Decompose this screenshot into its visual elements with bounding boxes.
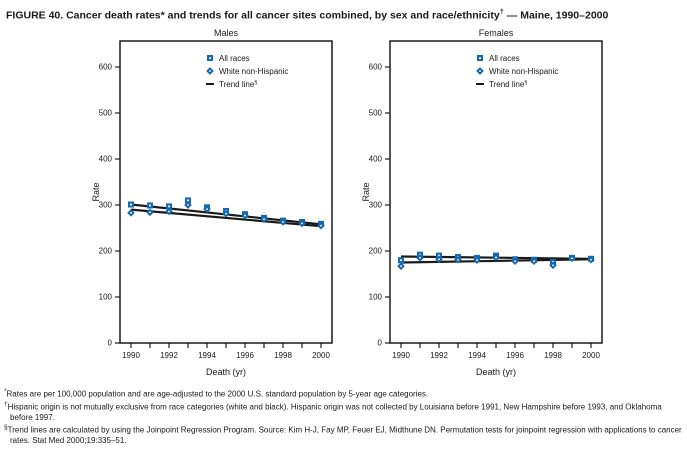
legend-label: White non-Hispanic (219, 67, 288, 76)
panel-title: Males (214, 28, 239, 38)
svg-text:100: 100 (369, 293, 383, 302)
footnote-rates-text: Rates are per 100,000 population and are… (6, 389, 429, 399)
legend: All races White non-Hispanic Trend line§ (206, 54, 288, 89)
svg-text:600: 600 (99, 63, 113, 72)
diamond-marker (146, 208, 154, 217)
svg-text:400: 400 (99, 155, 113, 164)
charts-row: Males 0 100 200 300 400 500 600 1990 1992 1994 1996… (88, 27, 620, 379)
footnotes: *Rates are per 100,000 population and ar… (4, 387, 684, 446)
svg-text:1996: 1996 (236, 351, 254, 360)
trend-line (130, 208, 322, 228)
y-axis: 0 100 200 300 400 500 600 (99, 63, 120, 348)
svg-text:600: 600 (369, 63, 383, 72)
series-white-non-hispanic (397, 253, 595, 270)
x-axis: 1990 1992 1994 1996 1998 2000 (392, 343, 600, 360)
footnote-trend-marker: § (4, 424, 8, 432)
diamond-marker (416, 254, 424, 262)
y-axis-label: Rate (91, 182, 101, 201)
diamond-marker (587, 255, 595, 264)
footnote-rates: *Rates are per 100,000 population and ar… (4, 387, 684, 400)
svg-text:1992: 1992 (160, 351, 178, 360)
diamond-marker (511, 257, 519, 265)
x-axis-label: Death (yr) (476, 367, 516, 377)
y-axis-label: Rate (361, 182, 371, 201)
diamond-marker (568, 254, 576, 263)
diamond-marker (473, 256, 481, 265)
legend-label: White non-Hispanic (489, 67, 558, 76)
diamond-marker (298, 219, 306, 228)
svg-text:200: 200 (99, 247, 113, 256)
svg-text:1996: 1996 (506, 351, 524, 360)
legend: All races White non-Hispanic Trend line§ (476, 54, 558, 89)
svg-text:0: 0 (108, 339, 113, 348)
footnote-trend-text: Trend lines are calculated by using the … (7, 425, 682, 446)
svg-text:100: 100 (99, 293, 113, 302)
svg-text:1992: 1992 (430, 351, 448, 360)
footnote-hispanic-text: Hispanic origin is not mutually exclusiv… (7, 402, 662, 422)
svg-text:1998: 1998 (544, 351, 562, 360)
svg-text:500: 500 (99, 109, 113, 118)
svg-text:1990: 1990 (392, 351, 410, 360)
svg-text:2000: 2000 (582, 351, 600, 360)
footnote-hispanic-marker: † (4, 400, 8, 408)
females-chart: Females 0 100 200 300 400 500 600 1990 1992 1994 19… (358, 27, 620, 379)
legend-diamond-icon (476, 67, 484, 75)
legend-label: Trend line§ (219, 80, 257, 89)
figure-title-text: FIGURE 40. Cancer death rates* and trend… (6, 9, 500, 22)
svg-text:1994: 1994 (468, 351, 486, 360)
diamond-marker (530, 257, 538, 265)
diamond-marker (317, 221, 325, 230)
series-white-non-hispanic (127, 201, 325, 230)
legend-label: Trend line§ (489, 80, 527, 89)
footnote-hispanic: †Hispanic origin is not mutually exclusi… (4, 400, 684, 423)
svg-text:400: 400 (369, 155, 383, 164)
figure-title: FIGURE 40. Cancer death rates* and trend… (6, 7, 682, 22)
panel-title: Females (479, 28, 514, 38)
svg-text:200: 200 (369, 247, 383, 256)
chart-svg: Males 0 100 200 300 400 500 600 1990 1992 1994 1996… (91, 28, 333, 377)
x-axis: 1990 1992 1994 1996 1998 2000 (122, 343, 330, 360)
svg-text:2000: 2000 (312, 351, 330, 360)
diamond-marker (549, 261, 557, 270)
diamond-marker (260, 215, 268, 224)
diamond-marker (492, 253, 500, 262)
footnote-rates-marker: * (4, 388, 7, 395)
svg-text:300: 300 (99, 201, 113, 210)
males-chart: Males 0 100 200 300 400 500 600 1990 1992 1994 1996… (88, 27, 350, 379)
diamond-marker (435, 255, 443, 264)
legend-diamond-icon (206, 67, 214, 75)
svg-text:500: 500 (369, 109, 383, 118)
footnote-trend: §Trend lines are calculated by using the… (4, 423, 684, 446)
x-axis-label: Death (yr) (206, 367, 246, 377)
figure-title-suffix: — Maine, 1990–2000 (503, 9, 609, 22)
svg-text:0: 0 (378, 339, 383, 348)
dagger-superscript: † (499, 7, 504, 16)
y-axis: 0 100 200 300 400 500 600 (369, 63, 390, 348)
svg-text:300: 300 (369, 201, 383, 210)
diamond-marker (454, 255, 462, 264)
diamond-marker (279, 218, 287, 226)
svg-text:1998: 1998 (274, 351, 292, 360)
legend-label: All races (489, 54, 520, 63)
legend-label: All races (219, 54, 250, 63)
svg-text:1994: 1994 (198, 351, 216, 360)
diamond-marker (397, 262, 405, 270)
svg-text:1990: 1990 (122, 351, 140, 360)
